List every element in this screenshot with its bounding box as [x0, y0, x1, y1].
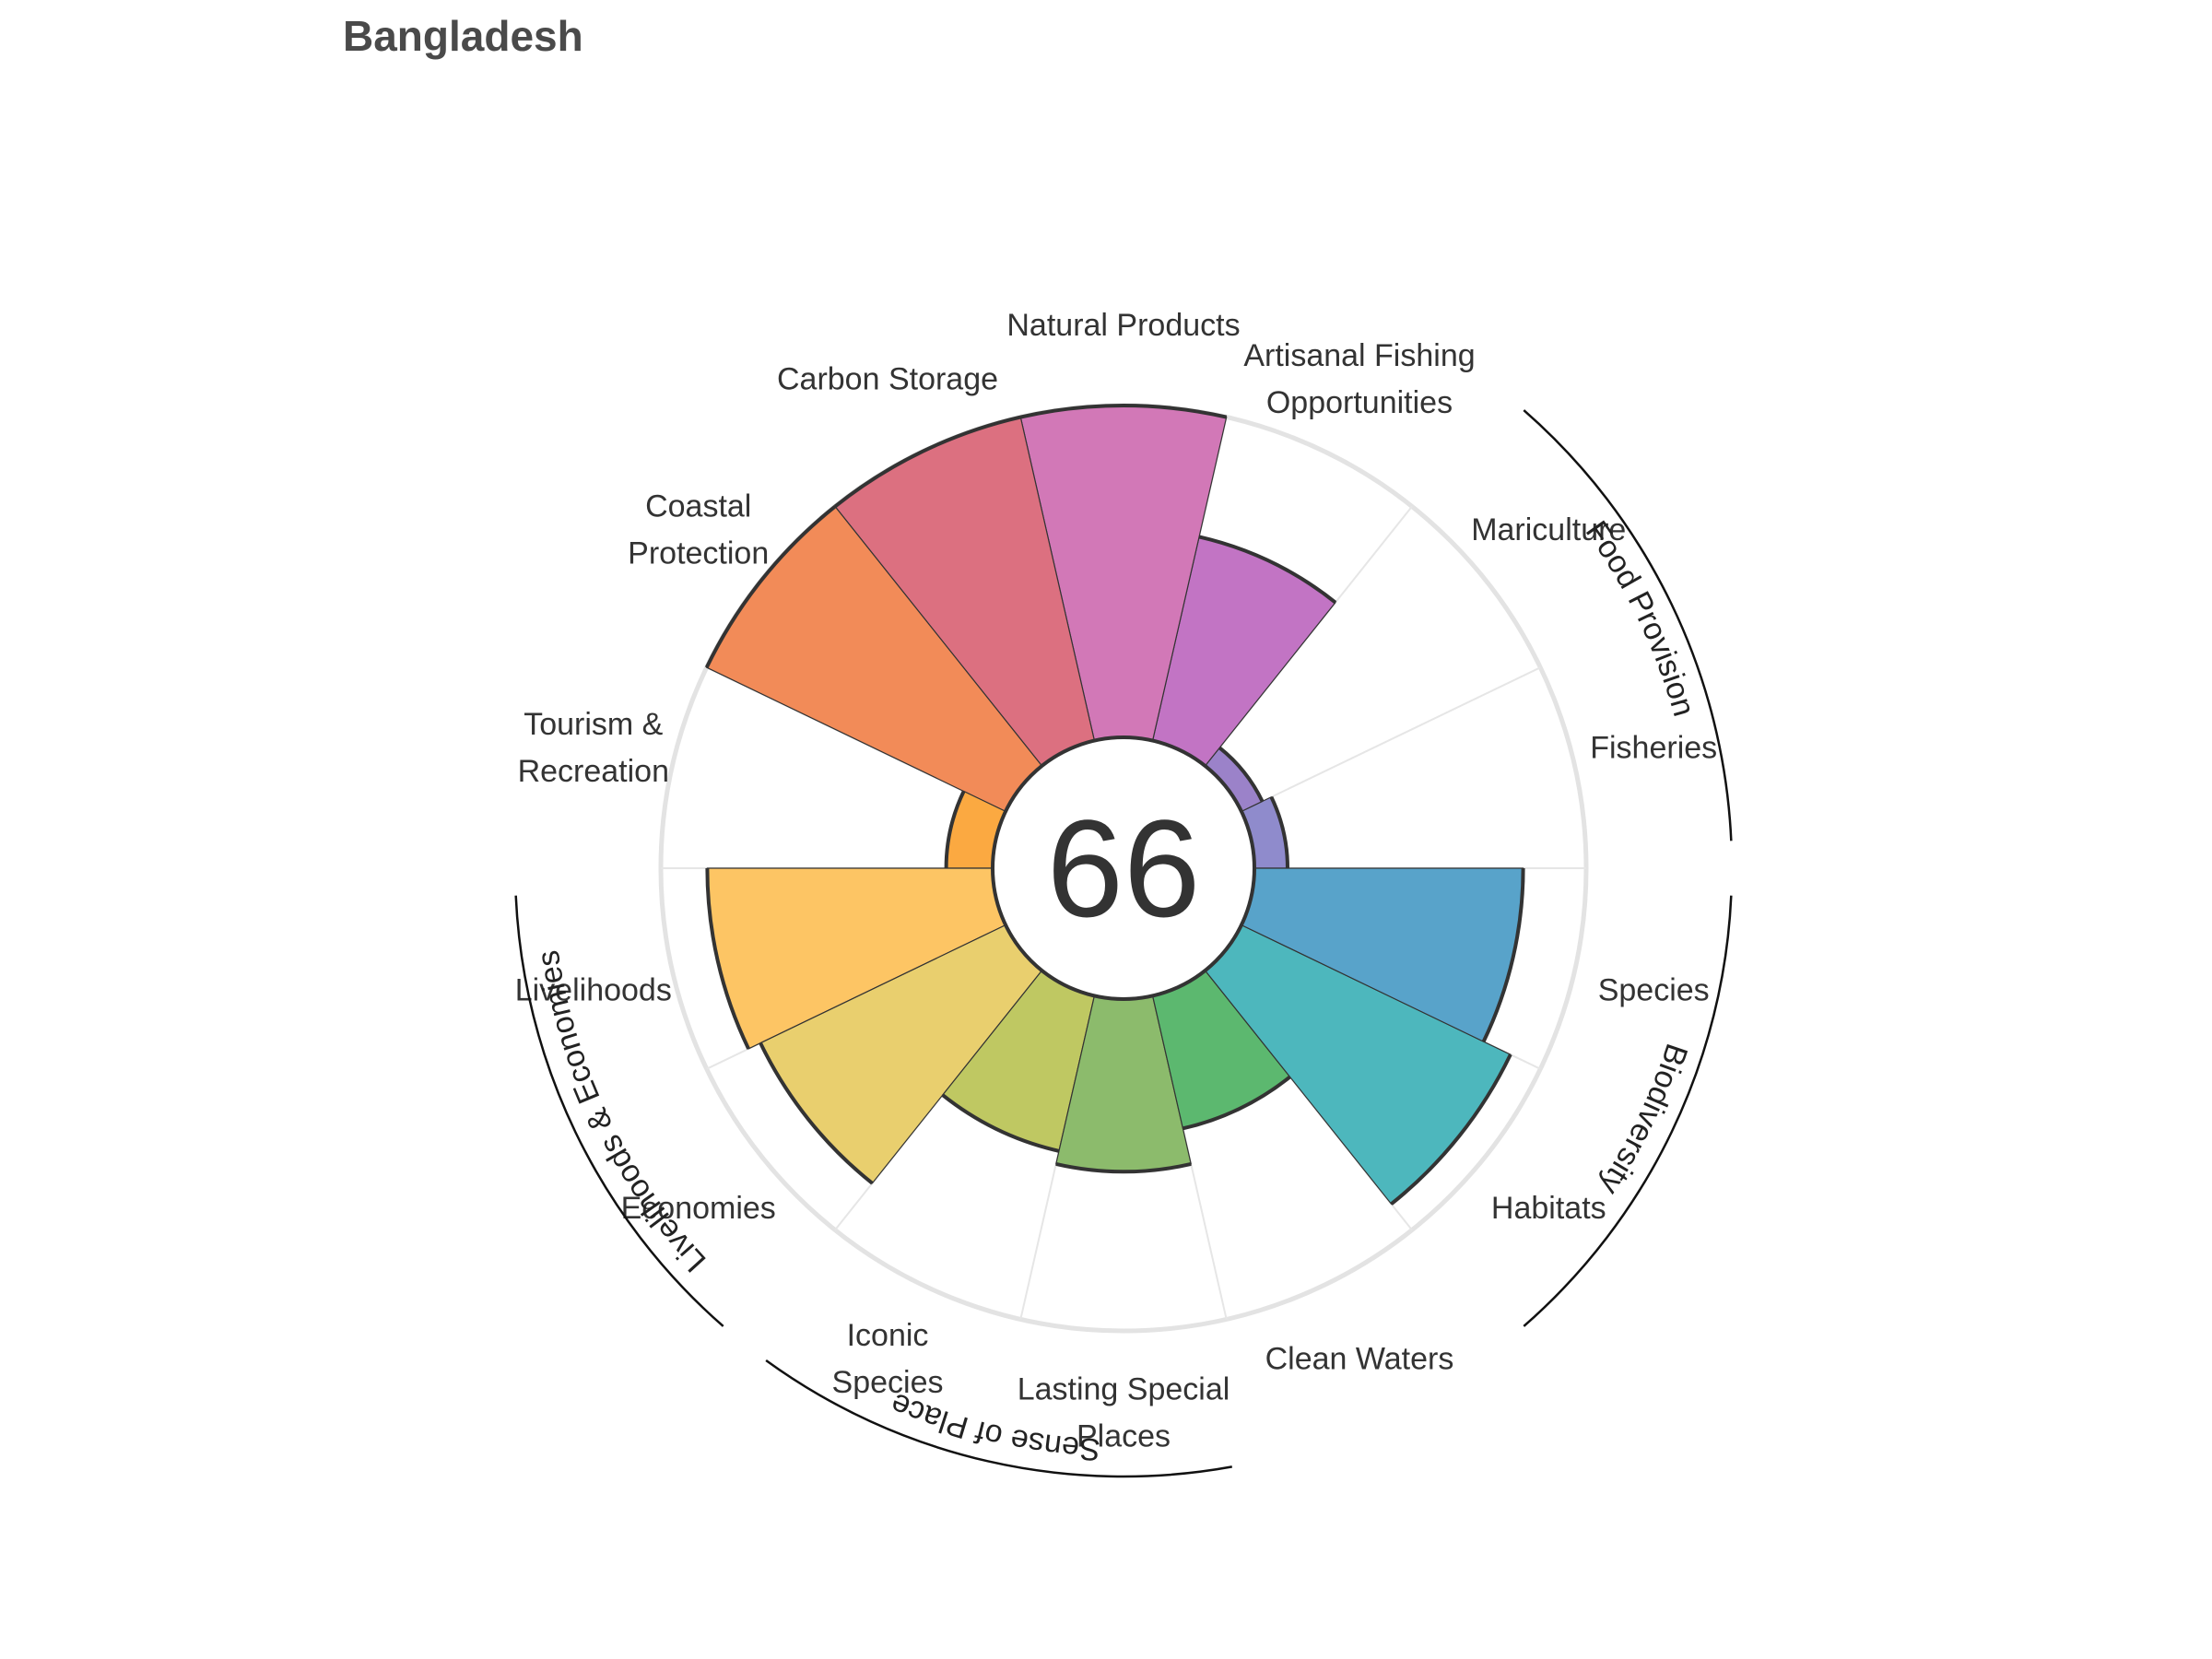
segment-label: Natural Products: [1006, 308, 1240, 343]
center-disk: [991, 735, 1256, 1001]
segment-label: Mariculture: [1471, 512, 1626, 547]
group-arc: [1523, 409, 1733, 841]
bar-outline: [1019, 404, 1228, 419]
center-score: 66: [1047, 791, 1201, 946]
segment-label: Coastal Protection: [628, 489, 769, 571]
segment-labels: Fisheries Mariculture Artisanal Fishing Opp…: [515, 308, 1717, 1454]
bars-layer: [704, 404, 1525, 1206]
segment-label: Economies: [621, 1191, 776, 1226]
bar-outline: [833, 415, 1021, 509]
segment-label: Fisheries: [1590, 731, 1717, 766]
bar-outline: [704, 504, 837, 669]
bar-outline: [944, 790, 966, 869]
segment-label: Artisanal Fishing Opportunities: [1243, 338, 1475, 420]
group-arc: [1523, 895, 1733, 1327]
segment-label: Species: [1598, 972, 1710, 1007]
grid-spoke: [1241, 666, 1541, 813]
bar-outline: [1198, 535, 1337, 605]
group-label: Biodiversity: [1593, 1040, 1694, 1201]
segment-label: Habitats: [1491, 1191, 1606, 1226]
segment-label: Lasting Special Places: [1018, 1372, 1230, 1454]
segment-label: Tourism & Recreation: [518, 707, 669, 789]
bar-outline: [1055, 1162, 1192, 1174]
bar-outline: [1269, 795, 1289, 869]
bar-outline: [941, 1093, 1060, 1153]
segment-label: Clean Waters: [1265, 1342, 1454, 1377]
bar-outline: [1182, 1075, 1291, 1131]
bar-outline: [1218, 746, 1265, 803]
group-arc: [514, 895, 724, 1327]
segment-label: Carbon Storage: [777, 361, 998, 396]
group-arc: [765, 1359, 1232, 1478]
bar-outline: [705, 867, 750, 1050]
bar-outline: [759, 1041, 874, 1185]
segment-label: Livelihoods: [515, 972, 672, 1007]
segment-label: Iconic Species: [832, 1318, 944, 1400]
chart-title: Bangladesh: [343, 12, 583, 60]
bar-outline: [1481, 867, 1525, 1042]
bar-outline: [1390, 1053, 1512, 1206]
